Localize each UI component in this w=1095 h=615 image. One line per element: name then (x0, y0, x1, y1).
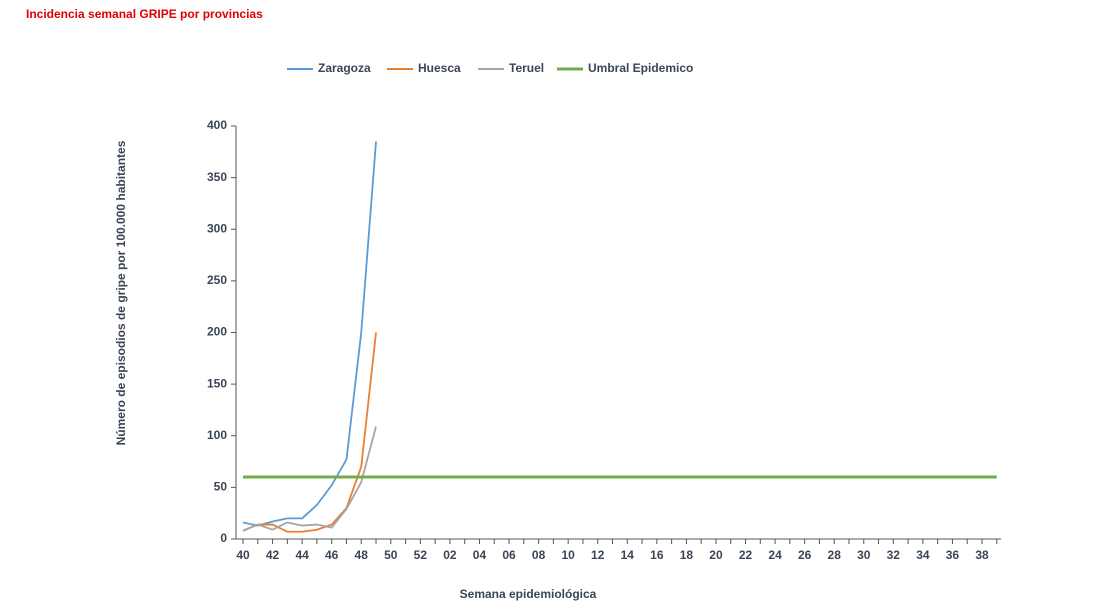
y-axis-label: Número de episodios de gripe por 100.000… (114, 140, 128, 445)
chart-title: Incidencia semanal GRIPE por provincias (26, 7, 263, 21)
legend-label: Zaragoza (318, 61, 371, 75)
x-tick-label: 44 (295, 548, 309, 562)
y-tick-label: 350 (207, 170, 227, 184)
series-line (242, 332, 377, 533)
x-tick-label: 24 (768, 548, 782, 562)
x-tick-label: 40 (236, 548, 250, 562)
series-line (242, 426, 377, 532)
x-tick-label: 50 (384, 548, 398, 562)
x-tick-label: 10 (561, 548, 575, 562)
x-tick-label: 22 (739, 548, 753, 562)
x-tick-label: 26 (798, 548, 812, 562)
x-tick-label: 42 (266, 548, 280, 562)
x-tick-label: 20 (709, 548, 723, 562)
x-tick-label: 28 (828, 548, 842, 562)
y-tick-label: 0 (220, 531, 227, 545)
x-tick-label: 52 (414, 548, 428, 562)
x-tick-label: 34 (916, 548, 930, 562)
legend-label: Teruel (509, 61, 544, 75)
x-tick-label: 14 (621, 548, 635, 562)
y-tick-label: 200 (207, 325, 227, 339)
x-axis-label: Semana epidemiológica (460, 587, 597, 601)
y-tick-label: 250 (207, 273, 227, 287)
y-tick-label: 150 (207, 376, 227, 390)
y-tick-label: 100 (207, 428, 227, 442)
y-tick-label: 400 (207, 118, 227, 132)
legend-label: Huesca (418, 61, 461, 75)
x-tick-label: 38 (975, 548, 989, 562)
x-tick-label: 16 (650, 548, 664, 562)
x-tick-label: 06 (502, 548, 516, 562)
x-tick-label: 48 (355, 548, 369, 562)
y-tick-label: 300 (207, 221, 227, 235)
series-line (242, 141, 377, 527)
x-tick-label: 12 (591, 548, 605, 562)
x-tick-label: 30 (857, 548, 871, 562)
x-tick-label: 02 (443, 548, 457, 562)
legend-label: Umbral Epidemico (588, 61, 693, 75)
x-tick-label: 18 (680, 548, 694, 562)
x-tick-label: 36 (946, 548, 960, 562)
x-tick-label: 04 (473, 548, 487, 562)
y-tick-label: 50 (214, 480, 228, 494)
x-tick-label: 08 (532, 548, 546, 562)
x-tick-label: 32 (887, 548, 901, 562)
x-tick-label: 46 (325, 548, 339, 562)
